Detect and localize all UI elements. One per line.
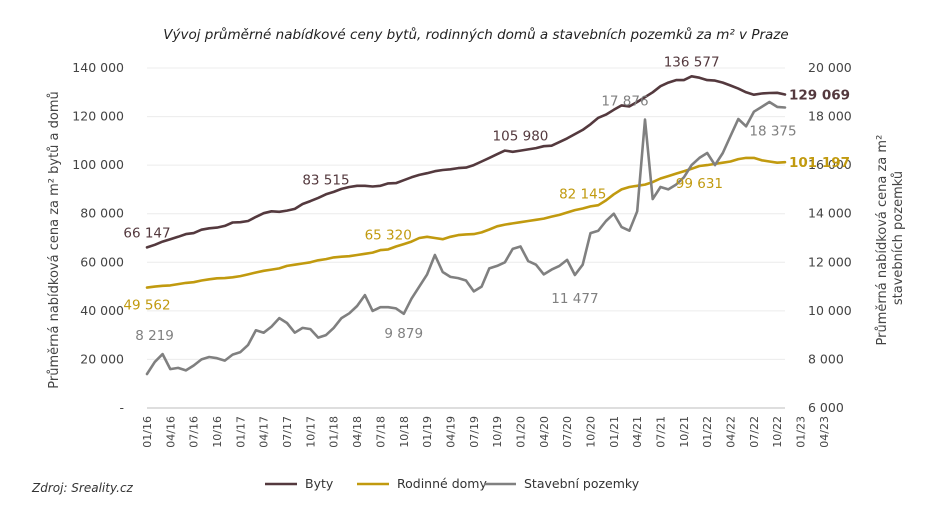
x-tick: 01/17 (234, 416, 247, 448)
right-y-axis-label-line2: stavebních pozemků (891, 171, 906, 305)
right-y-tick: 10 000 (808, 303, 852, 318)
data-label: 49 562 (123, 298, 170, 314)
data-label: 105 980 (493, 129, 549, 145)
legend-label: Rodinné domy (397, 476, 487, 491)
data-label: 65 320 (365, 227, 412, 243)
legend-label: Stavební pozemky (524, 476, 640, 491)
left-y-tick: 20 000 (80, 351, 124, 366)
data-label: 129 069 (789, 88, 850, 104)
data-label: 83 515 (302, 172, 349, 188)
gridlines (147, 67, 785, 409)
left-y-axis-ticks: - 20 000 40 000 60 000 80 000 100 000 120 000 1… (72, 60, 124, 415)
x-tick: 04/17 (258, 416, 271, 448)
left-y-tick: 40 000 (80, 303, 124, 318)
data-label: 9 879 (384, 326, 423, 342)
x-tick: 10/21 (678, 416, 691, 448)
x-tick: 07/16 (188, 416, 201, 448)
data-label: 11 477 (551, 291, 598, 307)
data-label: 101 197 (789, 155, 850, 171)
x-tick: 07/18 (374, 416, 387, 448)
x-tick: 07/21 (655, 416, 668, 448)
x-tick: 01/16 (141, 416, 154, 448)
series-lines (145, 75, 787, 376)
right-y-tick: 6 000 (808, 400, 844, 415)
x-tick: 04/19 (444, 416, 457, 448)
data-labels: 66 147 83 515 105 980 136 577 129 069 49 562 6… (123, 54, 850, 344)
left-y-tick: 80 000 (80, 206, 124, 221)
right-y-tick: 18 000 (808, 109, 852, 124)
data-label: 17 876 (601, 94, 648, 110)
x-axis-ticks: 01/16 04/16 07/16 10/16 01/17 04/17 07/17 10/17… (141, 416, 831, 448)
x-tick: 10/20 (584, 416, 597, 448)
chart-title: Vývoj průměrné nabídkové ceny bytů, rodi… (163, 27, 788, 43)
legend: Byty Rodinné domy Stavební pozemky (265, 476, 640, 491)
left-y-tick: 140 000 (72, 60, 124, 75)
x-tick: 10/22 (771, 416, 784, 448)
right-y-axis-label-line1: Průměrná nabídková cena za m² (875, 135, 890, 346)
data-label: 99 631 (676, 176, 723, 192)
x-tick: 10/16 (211, 416, 224, 448)
series-line-stavební-pozemky (145, 100, 787, 376)
right-y-axis-ticks: 6 000 8 000 10 000 12 000 14 000 16 000 18 000… (808, 60, 852, 415)
x-tick: 01/23 (795, 416, 808, 448)
x-tick: 10/18 (398, 416, 411, 448)
legend-label: Byty (305, 476, 334, 491)
data-label: 66 147 (123, 225, 170, 241)
right-y-tick: 14 000 (808, 206, 852, 221)
data-label: 82 145 (559, 187, 606, 203)
data-label: 136 577 (664, 54, 720, 70)
left-y-tick: - (119, 400, 124, 415)
source-note: Zdroj: Sreality.cz (31, 481, 134, 495)
left-y-axis-label: Průměrná nabídková cena za m² bytů a dom… (47, 91, 62, 388)
x-tick: 01/20 (514, 416, 527, 448)
x-tick: 07/17 (281, 416, 294, 448)
right-y-tick: 16 000 (808, 157, 852, 172)
x-tick: 07/20 (561, 416, 574, 448)
x-tick: 04/16 (164, 416, 177, 448)
x-tick: 04/18 (351, 416, 364, 448)
x-tick: 04/21 (631, 416, 644, 448)
x-tick: 07/19 (468, 416, 481, 448)
x-tick: 01/18 (328, 416, 341, 448)
left-y-tick: 60 000 (80, 254, 124, 269)
left-y-tick: 100 000 (72, 157, 124, 172)
data-label: 18 375 (749, 123, 796, 139)
x-tick: 07/22 (748, 416, 761, 448)
x-tick: 10/19 (491, 416, 504, 448)
series-line-byty (145, 75, 787, 249)
series-line-rodinné-domy (145, 156, 787, 289)
right-y-tick: 20 000 (808, 60, 852, 75)
right-y-tick: 8 000 (808, 351, 844, 366)
right-y-axis-label: Průměrná nabídková cena za m² stavebních… (875, 131, 906, 346)
x-tick: 04/20 (538, 416, 551, 448)
x-tick: 01/21 (608, 416, 621, 448)
x-tick: 01/22 (701, 416, 714, 448)
x-tick: 04/23 (818, 416, 831, 448)
right-y-tick: 12 000 (808, 254, 852, 269)
x-tick: 10/17 (304, 416, 317, 448)
data-label: 8 219 (135, 328, 174, 344)
left-y-tick: 120 000 (72, 109, 124, 124)
x-tick: 04/22 (725, 416, 738, 448)
x-tick: 01/19 (421, 416, 434, 448)
